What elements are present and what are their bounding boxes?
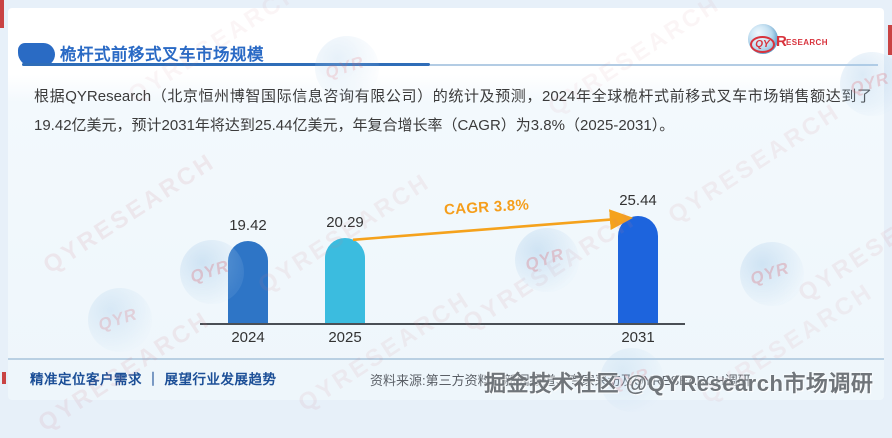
x-axis-tick-label: 2024	[231, 329, 265, 346]
bar-value-label: 20.29	[326, 213, 364, 231]
logo-esearch-text: ESEARCH	[786, 38, 828, 47]
page-title: 桅杆式前移式叉车市场规模	[60, 46, 264, 64]
footer-source: 资料来源:第三方资料、新闻报道、专家采访及QYRESEARCH调研	[370, 373, 751, 388]
footer-tagline: 精准定位客户需求 ｜ 展望行业发展趋势	[30, 372, 277, 387]
x-axis-line	[200, 323, 685, 325]
right-edge-red-strip	[888, 25, 892, 55]
qyresearch-logo: QY R ESEARCH	[748, 24, 863, 58]
bar-value-label: 25.44	[619, 192, 657, 210]
bar-value-label: 19.42	[229, 217, 267, 235]
x-axis-tick-label: 2025	[328, 329, 362, 346]
slide-card: 桅杆式前移式叉车市场规模 QY R ESEARCH 根据QYResearch（北…	[8, 8, 884, 400]
chart-bar-2025	[325, 237, 365, 323]
chart-bar-2024	[228, 241, 268, 323]
title-underline-light	[430, 64, 878, 66]
title-underline-dark	[22, 63, 430, 66]
left-edge-red-strip	[0, 0, 4, 28]
footer-divider	[8, 358, 884, 360]
logo-r-text: R	[776, 33, 787, 50]
bottom-left-red-strip	[2, 372, 6, 384]
bar-chart: CAGR 3.8% 19.42 2024 20.29 2025 25.44 2031	[200, 190, 690, 352]
logo-qy-text: QY	[750, 36, 775, 53]
chart-bar-2031	[618, 216, 658, 323]
x-axis-tick-label: 2031	[621, 329, 655, 346]
title-tab-shape	[18, 43, 55, 66]
summary-paragraph: 根据QYResearch（北京恒州博智国际信息咨询有限公司）的统计及预测，202…	[34, 88, 872, 134]
cagr-trend-arrow	[352, 209, 634, 242]
